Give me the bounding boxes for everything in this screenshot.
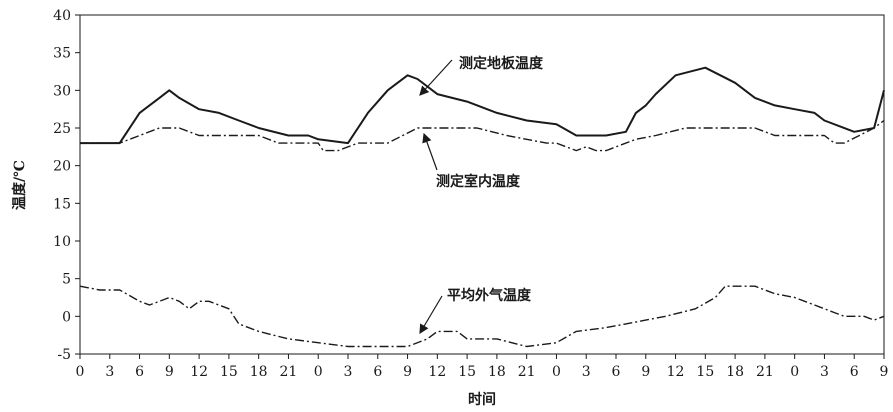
annotation-label: 测定室内温度 bbox=[436, 173, 521, 190]
annotation-arrow bbox=[419, 59, 453, 96]
y-tick-label: 30 bbox=[53, 83, 71, 99]
x-tick-label: 15 bbox=[458, 364, 476, 380]
x-tick-label: 9 bbox=[403, 364, 412, 380]
plot-frame bbox=[79, 14, 885, 355]
x-tick-label: 9 bbox=[641, 364, 650, 380]
x-tick-label: 6 bbox=[850, 364, 859, 380]
x-tick-label: 12 bbox=[667, 364, 685, 380]
x-axis-title: 时间 bbox=[468, 391, 496, 408]
x-tick-label: 6 bbox=[135, 364, 144, 380]
x-tick-label: 15 bbox=[220, 364, 238, 380]
x-tick-label: 0 bbox=[76, 364, 85, 380]
x-tick-label: 12 bbox=[190, 364, 208, 380]
x-tick-label: 21 bbox=[756, 364, 774, 380]
y-tick-label: 25 bbox=[53, 121, 71, 137]
series-line-1 bbox=[80, 66, 885, 145]
y-tick-label: 40 bbox=[53, 8, 71, 24]
x-tick-label: 21 bbox=[518, 364, 536, 380]
annotation-label: 测定地板温度 bbox=[459, 55, 544, 72]
x-tick-label: 18 bbox=[250, 364, 268, 380]
x-tick-label: 6 bbox=[612, 364, 621, 380]
x-tick-label: 18 bbox=[726, 364, 744, 380]
annotation-arrow bbox=[422, 132, 438, 171]
y-tick-label: 20 bbox=[53, 159, 71, 175]
x-tick-label: 6 bbox=[373, 364, 382, 380]
y-tick-label: 35 bbox=[53, 46, 71, 62]
y-tick-label: 10 bbox=[53, 234, 71, 250]
y-tick-label: -5 bbox=[57, 347, 71, 363]
series-line-2 bbox=[80, 119, 885, 152]
y-tick-label: 5 bbox=[62, 272, 71, 288]
annotation-arrow bbox=[419, 295, 443, 335]
x-tick-label: 9 bbox=[165, 364, 174, 380]
x-tick-label: 9 bbox=[880, 364, 889, 380]
series-line-3 bbox=[79, 285, 885, 348]
x-tick-label: 3 bbox=[105, 364, 114, 380]
x-tick-label: 0 bbox=[790, 364, 799, 380]
y-tick-label: 0 bbox=[62, 309, 71, 325]
y-tick-label: 15 bbox=[53, 196, 71, 212]
x-tick-label: 12 bbox=[428, 364, 446, 380]
annotation-label: 平均外气温度 bbox=[447, 287, 532, 304]
x-tick-label: 21 bbox=[280, 364, 298, 380]
x-tick-label: 3 bbox=[582, 364, 591, 380]
x-tick-label: 3 bbox=[820, 364, 829, 380]
y-axis-title: 温度/℃ bbox=[11, 160, 28, 210]
x-tick-label: 15 bbox=[696, 364, 714, 380]
x-tick-label: 18 bbox=[488, 364, 506, 380]
x-tick-label: 0 bbox=[314, 364, 323, 380]
x-tick-label: 3 bbox=[344, 364, 353, 380]
x-tick-label: 0 bbox=[552, 364, 561, 380]
